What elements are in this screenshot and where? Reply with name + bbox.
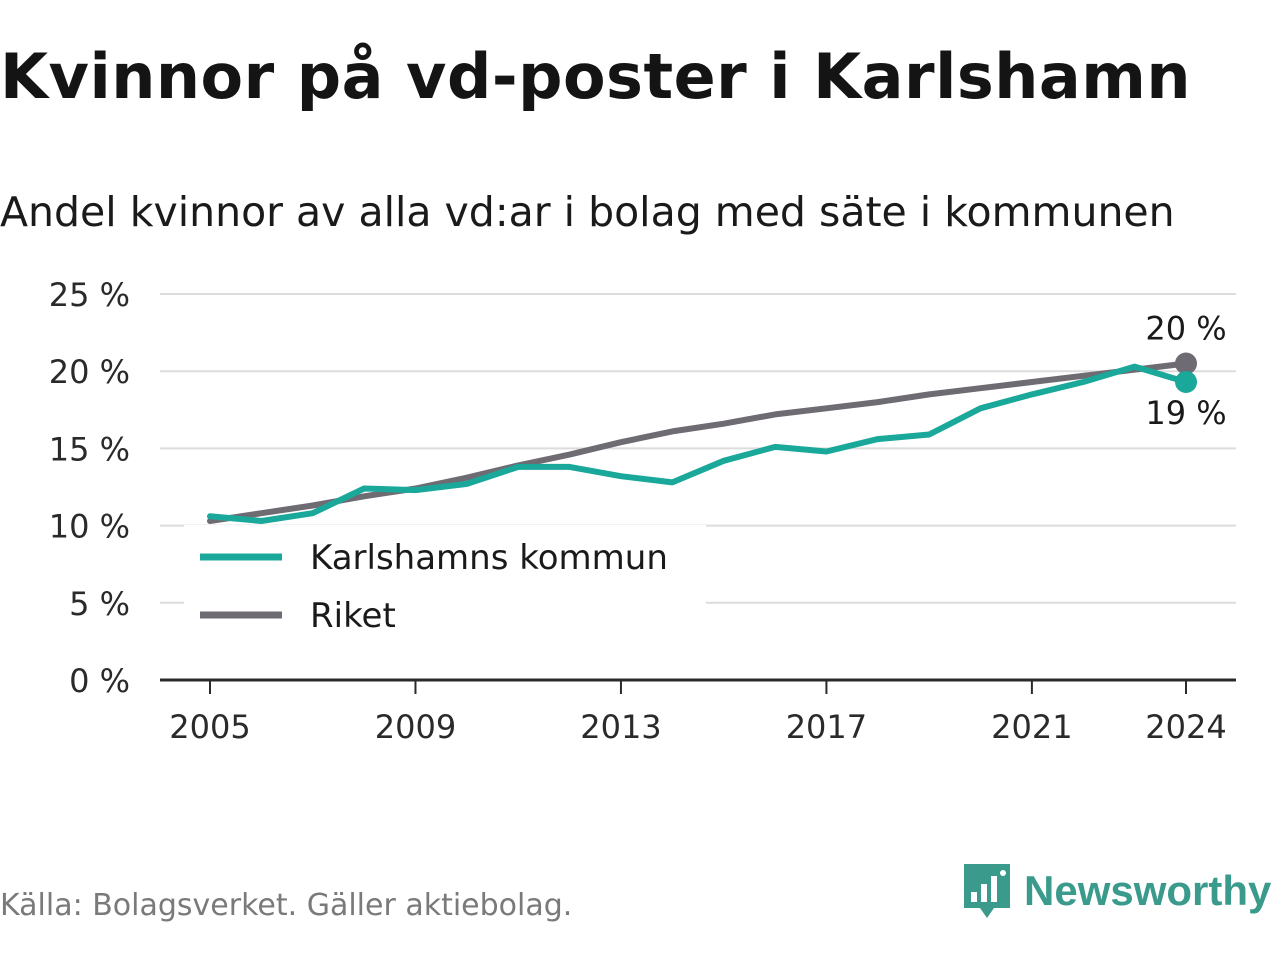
end-points: 20 % 19 % <box>1145 309 1226 432</box>
x-axis: 2005 2009 2013 2017 2021 2024 <box>160 678 1236 746</box>
line-chart: 0 %5 %10 %15 %20 %25 % 2005 2009 2013 2017 2… <box>49 276 1236 746</box>
y-tick-label: 25 % <box>49 276 130 314</box>
y-tick-label: 15 % <box>49 430 130 468</box>
y-tick-label: 10 % <box>49 508 130 546</box>
legend-label: Riket <box>310 596 396 636</box>
legend-label: Karlshamns kommun <box>310 538 668 578</box>
legend-box <box>184 525 706 645</box>
x-tick-label: 2017 <box>786 708 867 746</box>
end-value-label: 20 % <box>1145 309 1226 347</box>
end-point <box>1175 352 1197 375</box>
y-tick-label: 5 % <box>69 585 130 623</box>
legend: Karlshamns kommun Riket <box>184 525 706 645</box>
brand-logo: Newsworthy <box>962 862 1271 920</box>
y-tick-label: 20 % <box>49 353 130 391</box>
end-value-label: 19 % <box>1145 394 1226 432</box>
chart-title: Kvinnor på vd-poster i Karlshamn <box>0 40 1191 113</box>
y-axis-ticks: 0 % 5 % 10 % 15 % 20 % 25 % <box>49 276 130 700</box>
newsworthy-logo-icon <box>964 864 1010 918</box>
series-line-karlshamns-kommun <box>207 363 1189 524</box>
x-tick-label: 2009 <box>375 708 456 746</box>
brand-name: Newsworthy <box>1024 867 1272 914</box>
x-tick-label: 2005 <box>169 708 250 746</box>
series-lines <box>207 360 1189 524</box>
y-tick-label: 0 % <box>69 662 130 700</box>
end-point <box>1175 371 1197 394</box>
series-line-riket <box>207 360 1189 524</box>
x-tick-label: 2013 <box>580 708 661 746</box>
chart-subtitle: Andel kvinnor av alla vd:ar i bolag med … <box>0 188 1175 236</box>
x-tick-label: 2021 <box>991 708 1072 746</box>
source-note: Källa: Bolagsverket. Gäller aktiebolag. <box>0 888 573 923</box>
x-tick-label: 2024 <box>1145 708 1226 746</box>
